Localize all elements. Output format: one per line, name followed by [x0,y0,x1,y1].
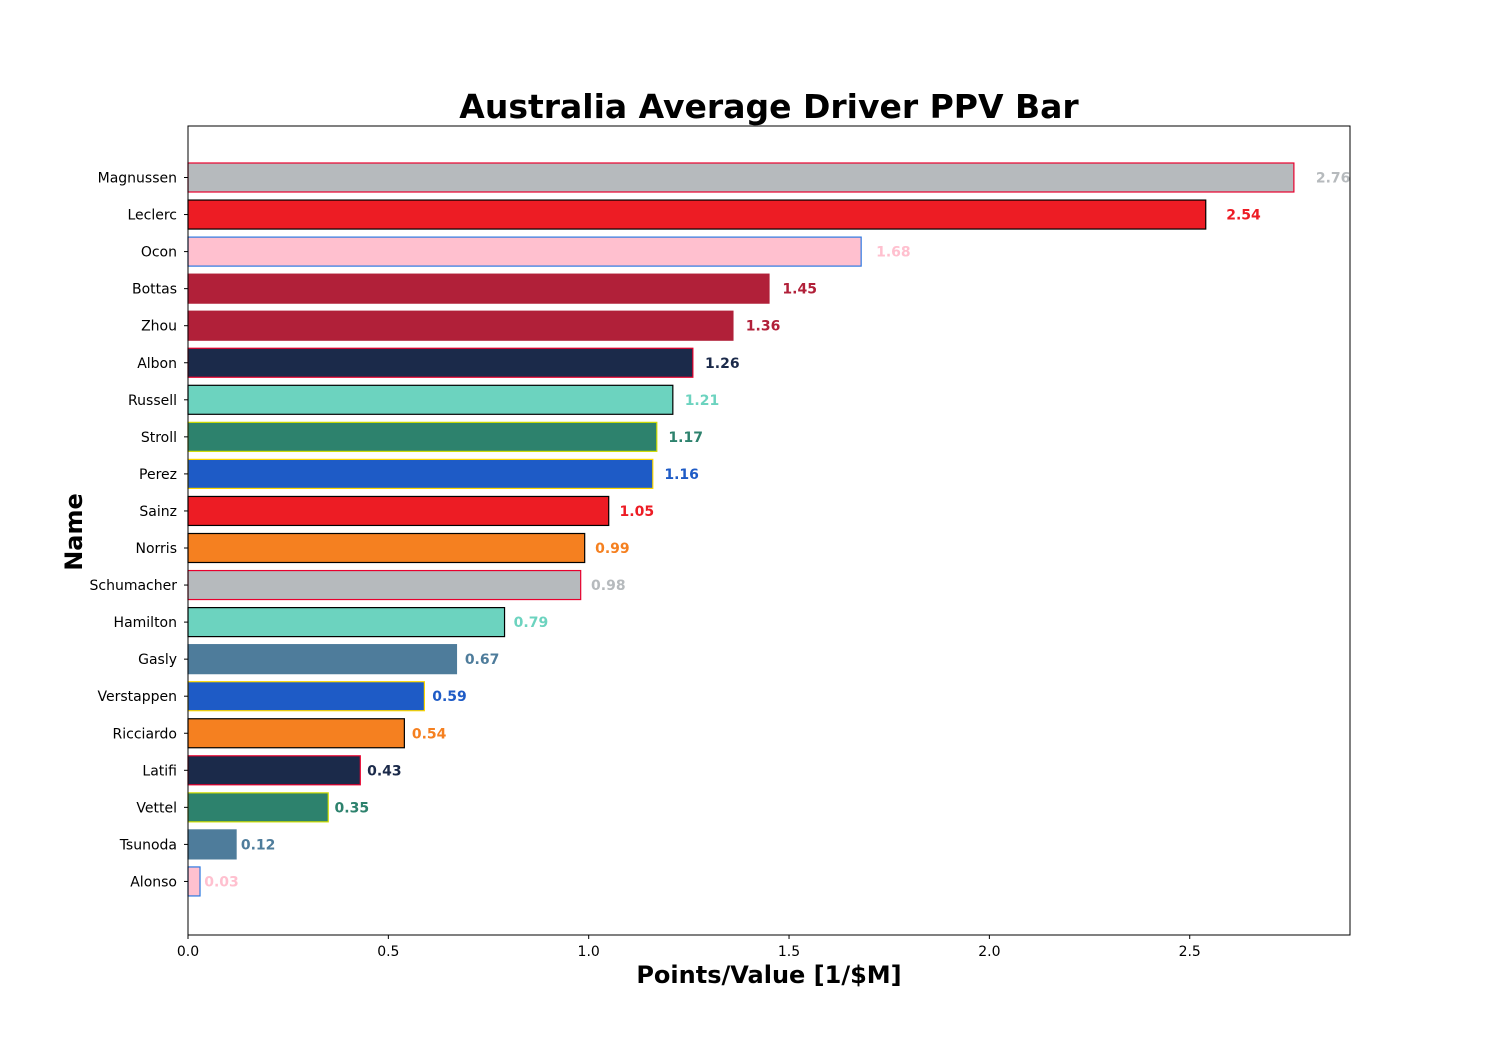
y-ticks-layer: Magnussen Leclerc Ocon Bottas Zhou Albon Russe… [90,171,188,890]
y-tick-label-norris: Norris [136,541,178,557]
bar-hamilton [187,606,506,638]
value-label-verstappen: 0.59 [432,689,467,705]
bar-gasly [187,644,458,675]
y-tick-label-verstappen: Verstappen [98,689,177,705]
bar-zhou [187,310,734,341]
bar-alonso [187,866,201,897]
y-tick-label-zhou: Zhou [141,319,177,335]
x-tick-label: 2.5 [1179,944,1201,960]
x-ticks-layer: 0.0 0.5 1.0 1.5 2.0 2.5 [177,935,1201,960]
chart-title: Australia Average Driver PPV Bar [459,87,1079,126]
value-label-magnussen: 2.76 [1316,171,1351,187]
value-label-vettel: 0.35 [335,800,370,816]
value-label-alonso: 0.03 [204,874,239,890]
y-tick-label-alonso: Alonso [130,874,177,890]
bar-russell [187,384,674,415]
y-tick-label-gasly: Gasly [138,652,177,668]
bar-tsunoda [187,829,237,860]
y-tick-label-stroll: Stroll [141,430,177,446]
y-tick-label-latifi: Latifi [142,763,177,779]
value-label-ricciardo: 0.54 [412,726,447,742]
bar-magnussen [187,162,1295,193]
y-tick-label-ocon: Ocon [141,245,177,261]
value-label-stroll: 1.17 [668,430,703,446]
value-label-sainz: 1.05 [620,504,655,520]
y-tick-label-vettel: Vettel [136,800,177,816]
bar-ricciardo [187,718,405,749]
x-tick-label: 0.0 [177,944,199,960]
y-tick-label-leclerc: Leclerc [127,208,177,224]
value-label-latifi: 0.43 [367,763,402,779]
bar-perez [187,458,654,489]
value-label-norris: 0.99 [595,541,630,557]
value-label-zhou: 1.36 [746,319,781,335]
y-tick-label-perez: Perez [139,467,177,483]
value-label-schumacher: 0.98 [591,578,626,594]
y-tick-label-tsunoda: Tsunoda [119,837,177,853]
y-tick-label-russell: Russell [128,393,177,409]
x-tick-label: 1.0 [578,944,600,960]
value-label-hamilton: 0.79 [514,615,549,631]
y-tick-label-ricciardo: Ricciardo [113,726,177,742]
y-tick-label-sainz: Sainz [139,504,177,520]
y-axis-label: Name [60,493,88,571]
value-label-bottas: 1.45 [782,282,817,298]
bar-stroll [187,421,658,452]
y-tick-label-magnussen: Magnussen [98,171,177,187]
bar-sainz [187,495,610,527]
value-label-gasly: 0.67 [465,652,500,668]
value-label-albon: 1.26 [705,356,740,372]
x-tick-label: 1.5 [778,944,800,960]
plot-frame [187,125,1351,936]
value-label-ocon: 1.68 [876,245,911,261]
bar-vettel [187,792,329,823]
x-tick-label: 2.0 [978,944,1000,960]
bar-latifi [187,755,361,786]
value-label-tsunoda: 0.12 [241,837,276,853]
x-tick-label: 0.5 [377,944,399,960]
value-labels-layer: 2.76 2.54 1.68 1.45 1.36 1.26 1.21 1.17 1.16 1.05… [204,171,1350,891]
bar-ocon [187,236,862,267]
bar-albon [187,347,694,378]
bar-verstappen [187,681,426,712]
bar-norris [187,532,586,564]
value-label-russell: 1.21 [685,393,720,409]
value-label-perez: 1.16 [664,467,699,483]
value-label-leclerc: 2.54 [1226,208,1261,224]
y-tick-label-albon: Albon [137,356,177,372]
y-tick-label-bottas: Bottas [132,282,177,298]
bar-leclerc [187,199,1207,230]
y-tick-label-schumacher: Schumacher [90,578,178,594]
bar-bottas [187,273,770,304]
y-tick-label-hamilton: Hamilton [114,615,177,631]
bars-layer [187,162,1295,897]
bar-schumacher [187,569,582,601]
x-axis-label: Points/Value [1/$M] [636,961,901,989]
